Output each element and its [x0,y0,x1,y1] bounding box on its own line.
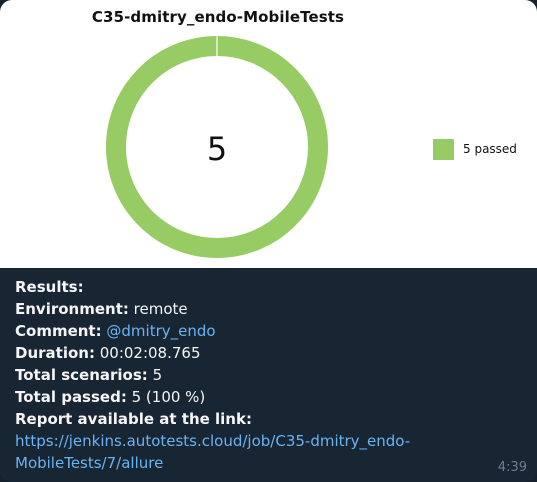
duration-label: Duration: [15,344,95,362]
report-label: Report available at the link: [15,410,252,428]
report-link-line1: https://jenkins.autotests.cloud/job/C35-… [15,430,485,452]
donut-chart: 5 [0,0,537,268]
legend-label-passed: 5 passed [463,142,517,156]
report-link-line2: MobileTests/7/allure [15,452,485,474]
environment-value: remote [134,300,188,318]
environment-label: Environment: [15,300,129,318]
report-chart-image[interactable]: C35-dmitry_endo-MobileTests 5 5 passed [0,0,537,268]
total-scenarios-value: 5 [153,366,163,384]
results-text: Results: Environment: remote Comment: @d… [15,276,485,474]
comment-mention-link[interactable]: @dmitry_endo [106,322,215,340]
duration-value: 00:02:08.765 [100,344,201,362]
total-scenarios-label: Total scenarios: [15,366,148,384]
total-passed-value: 5 (100 %) [132,388,206,406]
total-passed-label: Total passed: [15,388,127,406]
message-timestamp: 4:39 [498,460,527,475]
legend-swatch-passed [433,139,454,160]
chart-legend: 5 passed [433,138,517,160]
donut-center-value: 5 [207,130,227,168]
results-heading: Results: [15,278,84,296]
comment-label: Comment: [15,322,102,340]
report-link[interactable]: https://jenkins.autotests.cloud/job/C35-… [15,430,485,474]
